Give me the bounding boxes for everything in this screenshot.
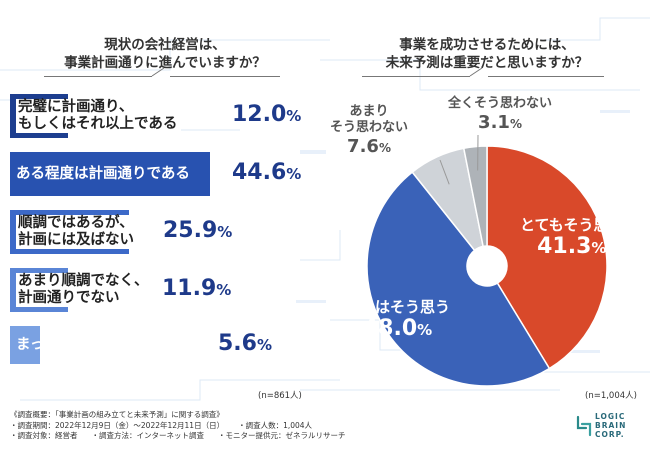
bar-category-line: 計画通りでない [16, 290, 124, 307]
bar-row: ある程度は計画通りである 44.6% [10, 152, 310, 196]
footer-survey-period: ・調査期間：2022年12月9日（金）〜2022年12月11日（日） [10, 420, 225, 430]
right-sample-note: (n=1,004人) [585, 391, 637, 401]
donut-slice [462, 145, 488, 248]
bar-value-unit: % [286, 107, 302, 125]
donut-value-unit: % [417, 321, 433, 339]
donut-slice-label: あまり そう思わない 7.6% [330, 104, 408, 159]
bar-value-unit: % [256, 336, 273, 354]
bar-category-line: まったく計画通りでない [16, 336, 175, 353]
company-logo: LOGIC BRAIN CORP. [574, 412, 644, 442]
bar-value-label: 11.9% [162, 276, 231, 301]
footer-survey-count: ・調査人数：1,004人 [238, 420, 313, 430]
donut-value-number: 3.1 [478, 112, 510, 133]
donut-value-number: 41.3 [537, 234, 592, 259]
bar-category-line: ある程度は計画通りである [16, 165, 190, 182]
footer-row-1: 《調査概要：「事業計画の組み立てと未来予測」に関する調査》 [10, 410, 346, 421]
left-title-tick [151, 67, 165, 77]
bar-row: 完璧に計画通り、 もしくはそれ以上である 12.0% [10, 94, 310, 138]
footer-row-2: ・調査期間：2022年12月9日（金）〜2022年12月11日（日） ・調査人数：… [10, 421, 346, 432]
bar-value-unit: % [216, 281, 232, 299]
bar-value-label: 12.0% [232, 102, 301, 127]
bar-row: あまり順調でなく、 計画通りでない 11.9% [10, 268, 310, 312]
footer-survey-target: ・調査対象：経営者 [10, 431, 78, 440]
bar-category-line: 完璧に計画通り、 [16, 99, 138, 116]
donut-value-unit: % [591, 239, 607, 257]
donut-leader-line [439, 159, 450, 185]
survey-footer: 《調査概要：「事業計画の組み立てと未来予測」に関する調査》 ・調査期間：2022… [10, 410, 346, 442]
right-question-line-1: 事業を成功させるためには、 [399, 37, 575, 53]
bar-category-line: あまり順調でなく、 [16, 273, 153, 290]
bar-row: 順調ではあるが、 計画には及ばない 25.9% [10, 210, 310, 254]
donut-slice-label: 多少はそう思う 48.0% [345, 298, 450, 343]
bar-value-unit: % [286, 165, 302, 183]
bar-category-label: 完璧に計画通り、 もしくはそれ以上である [16, 99, 182, 133]
bar-category-label: あまり順調でなく、 計画通りでない [16, 273, 153, 307]
bar-value-label: 44.6% [232, 160, 301, 185]
bar-value-label: 5.6% [218, 331, 272, 356]
right-title-rule [488, 76, 604, 77]
left-title-rule [170, 76, 280, 77]
donut-slice [366, 171, 551, 387]
right-title-rule [362, 76, 470, 77]
bar-value-number: 12.0 [232, 102, 287, 127]
left-question-line-2: 事業計画通りに進んでいますか？ [64, 55, 266, 71]
bar-category-label: ある程度は計画通りである [16, 166, 190, 183]
logo-wordmark: LOGIC BRAIN CORP. [595, 412, 626, 439]
left-question-line-1: 現状の会社経営は、 [104, 37, 226, 53]
left-question-title: 現状の会社経営は、 事業計画通りに進んでいますか？ [40, 36, 290, 72]
footer-row-3: ・調査対象：経営者 ・調査方法：インターネット調査 ・モニター提供元：ゼネラルリサー… [10, 431, 346, 442]
footer-survey-provider: ・モニター提供元：ゼネラルリサーチ [218, 431, 346, 440]
bar-row: まったく計画通りでない 5.6% [10, 326, 310, 364]
donut-slice-name: 全くそう思わない [448, 96, 553, 111]
bar-value-number: 11.9 [162, 276, 217, 301]
donut-slice-label: 全くそう思わない 3.1% [448, 96, 552, 135]
footer-survey-title: 《調査概要：「事業計画の組み立てと未来予測」に関する調査》 [10, 410, 224, 419]
donut-value-unit: % [509, 117, 522, 131]
logo-mark-icon [576, 415, 592, 437]
logo-line: LOGIC [595, 412, 626, 421]
donut-slice-name: 多少はそう思う [345, 298, 451, 316]
donut-slice-value: 48.0% [345, 316, 450, 343]
donut-value-number: 48.0 [362, 316, 418, 341]
bar-category-label: まったく計画通りでない [16, 337, 175, 354]
bar-category-label: 順調ではあるが、 計画には及ばない [16, 215, 138, 249]
bar-value-number: 44.6 [232, 160, 287, 185]
donut-slice [486, 145, 608, 370]
donut-slice-value: 7.6% [330, 136, 408, 159]
bar [10, 152, 210, 196]
bar-value-number: 5.6 [218, 331, 257, 356]
donut-value-unit: % [378, 141, 391, 155]
donut-value-number: 7.6 [347, 136, 379, 157]
right-title-tick [469, 67, 483, 77]
bar-value-label: 25.9% [163, 218, 232, 243]
left-sample-note: (n=861人) [258, 391, 302, 401]
bar-category-line: 順調ではあるが、 [16, 215, 138, 232]
logo-line: CORP. [595, 430, 625, 439]
bar-category-line: もしくはそれ以上である [16, 116, 182, 133]
bar-value-number: 25.9 [163, 218, 218, 243]
donut-slice-name: とてもそう思う [520, 216, 624, 234]
right-question-line-2: 未来予測は重要だと思いますか？ [385, 55, 589, 71]
bar-value-unit: % [217, 223, 233, 241]
bar-category-line: 計画には及ばない [16, 232, 138, 249]
donut-slice-name: あまり [349, 104, 389, 119]
right-question-title: 事業を成功させるためには、 未来予測は重要だと思いますか？ [357, 36, 617, 72]
donut-slice-name: そう思わない [330, 120, 409, 135]
logo-line: BRAIN [595, 421, 627, 430]
left-title-rule [44, 76, 152, 77]
donut-slice-value: 3.1% [448, 112, 552, 135]
donut-slice-label: とてもそう思う 41.3% [520, 216, 624, 261]
footer-survey-method: ・調査方法：インターネット調査 [91, 431, 205, 440]
bar [10, 326, 41, 364]
donut-slice-value: 41.3% [520, 234, 624, 261]
